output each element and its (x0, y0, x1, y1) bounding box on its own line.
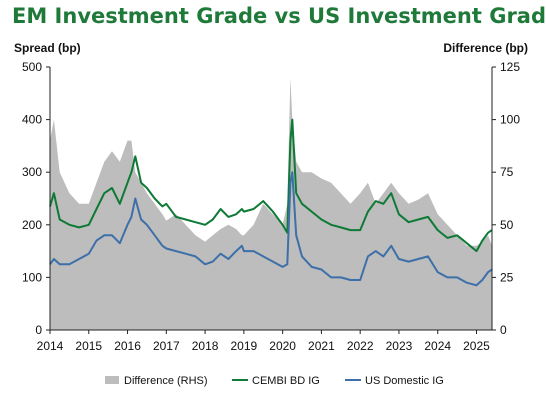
y-left-tick-label: 200 (22, 218, 42, 232)
x-tick-label: 2022 (347, 339, 374, 353)
x-tick-label: 2014 (37, 339, 64, 353)
y-right-tick-label: 50 (500, 218, 514, 232)
x-tick-label: 2018 (192, 339, 219, 353)
x-tick-label: 2023 (386, 339, 413, 353)
cembi-bd-ig-line (49, 118, 493, 253)
y-axis-left-title: Spread (bp) (14, 41, 81, 55)
x-tick-label: 2025 (463, 339, 490, 353)
x-tick-label: 2015 (75, 339, 102, 353)
difference-area (50, 77, 492, 330)
legend-swatch-difference (105, 376, 119, 384)
legend-label: CEMBI BD IG (252, 375, 320, 387)
y-right-tick-label: 100 (500, 113, 520, 127)
y-left-tick-label: 0 (35, 323, 42, 337)
legend: Difference (RHS) CEMBI BD IG US Domestic I… (105, 375, 444, 387)
us-domestic-ig-line (49, 171, 493, 287)
y-left-tick-label: 400 (22, 113, 42, 127)
y-left-tick-label: 300 (22, 165, 42, 179)
legend-label: Difference (RHS) (124, 375, 208, 387)
x-tick-label: 2017 (153, 339, 180, 353)
legend-label: US Domestic IG (365, 375, 444, 387)
x-tick-label: 2016 (114, 339, 141, 353)
y-left-tick-label: 100 (22, 270, 42, 284)
y-left-tick-label: 500 (22, 60, 42, 74)
axes-layer: 0 100 200 300 400 500 0 25 50 75 100 125 2014 2015 201… (22, 60, 520, 353)
x-tick-label: 2019 (231, 339, 258, 353)
y-right-tick-label: 25 (500, 270, 514, 284)
y-right-tick-label: 125 (500, 60, 520, 74)
x-tick-label: 2020 (269, 339, 296, 353)
series-lines-layer (49, 118, 493, 287)
x-tick-label: 2021 (308, 339, 335, 353)
difference-area-layer (50, 77, 492, 330)
y-right-tick-label: 75 (500, 165, 514, 179)
y-right-tick-label: 0 (500, 323, 507, 337)
x-tick-label: 2024 (424, 339, 451, 353)
chart-title: EM Investment Grade vs US Investment Gra… (12, 4, 546, 28)
y-axis-right-title: Difference (bp) (443, 41, 528, 55)
